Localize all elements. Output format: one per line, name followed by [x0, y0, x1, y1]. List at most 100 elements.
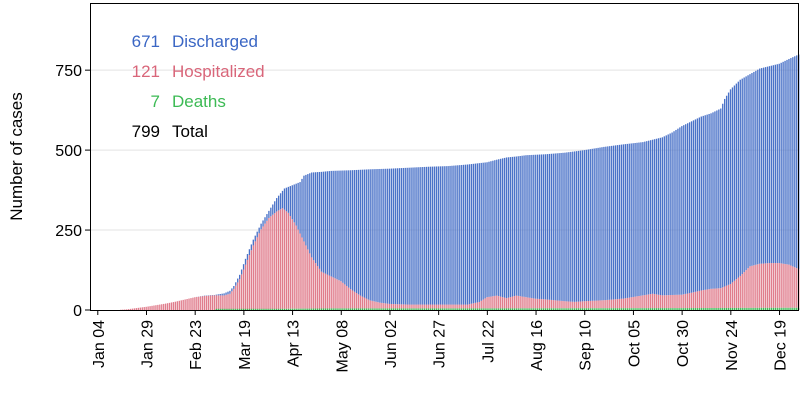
bar-hospitalized	[309, 253, 311, 309]
bar-hospitalized	[320, 271, 323, 309]
bar-hospitalized	[390, 303, 393, 309]
bar-discharged	[577, 150, 580, 302]
bar-deaths	[599, 308, 601, 310]
bar-discharged	[716, 110, 718, 289]
bar-hospitalized	[729, 283, 732, 308]
bar-discharged	[295, 183, 297, 226]
bar-hospitalized	[324, 273, 327, 309]
bar-deaths	[632, 308, 634, 310]
bar-deaths	[696, 308, 699, 310]
bar-hospitalized	[766, 263, 769, 308]
bar-deaths	[556, 308, 558, 310]
bar-hospitalized	[529, 297, 531, 309]
bar-hospitalized	[433, 304, 436, 309]
bars	[120, 54, 800, 310]
bar-deaths	[353, 308, 356, 310]
bar-discharged	[223, 293, 225, 296]
bar-discharged	[704, 115, 706, 290]
bar-hospitalized	[649, 294, 652, 309]
legend-label: Discharged	[172, 32, 258, 51]
bar-hospitalized	[659, 295, 662, 309]
bar-deaths	[363, 308, 366, 310]
bar-discharged	[583, 150, 586, 302]
bar-discharged	[239, 274, 241, 280]
bar-hospitalized	[538, 298, 541, 309]
bar-hospitalized	[704, 289, 706, 309]
bar-deaths	[492, 308, 494, 310]
bar-deaths	[786, 307, 788, 310]
bar-deaths	[313, 308, 315, 310]
bar-discharged	[770, 65, 773, 264]
bar-deaths	[585, 308, 588, 310]
bar-discharged	[215, 294, 217, 296]
bar-deaths	[449, 308, 451, 310]
bar-deaths	[774, 307, 777, 310]
bar-deaths	[295, 308, 297, 310]
bar-discharged	[351, 170, 354, 291]
y-tick-label: 750	[55, 63, 82, 80]
bar-discharged	[683, 125, 685, 295]
bar-hospitalized	[774, 263, 777, 308]
bar-discharged	[313, 172, 315, 261]
bar-deaths	[537, 308, 539, 310]
legend: 671 Discharged 121 Hospitalized 7 Deaths 799 To…	[132, 32, 265, 141]
x-tick-label: Oct 30	[675, 320, 692, 367]
bar-deaths	[538, 308, 541, 310]
bar-discharged	[538, 154, 541, 299]
bar-hospitalized	[535, 298, 537, 309]
bar-discharged	[309, 173, 311, 254]
bar-hospitalized	[459, 304, 461, 309]
bar-hospitalized	[673, 294, 675, 309]
bar-discharged	[404, 167, 406, 305]
bar-deaths	[250, 308, 253, 310]
bar-hospitalized	[437, 304, 440, 309]
bar-hospitalized	[155, 305, 157, 310]
bar-discharged	[494, 160, 496, 296]
bar-discharged	[655, 138, 658, 295]
bar-hospitalized	[593, 300, 595, 309]
bar-deaths	[507, 308, 510, 310]
bar-discharged	[540, 154, 543, 300]
bar-hospitalized	[351, 290, 354, 309]
bar-discharged	[328, 171, 330, 276]
bar-hospitalized	[725, 285, 728, 308]
bar-deaths	[350, 308, 352, 310]
bar-hospitalized	[492, 296, 494, 309]
bar-discharged	[293, 184, 295, 223]
bar-discharged	[764, 67, 767, 264]
bar-hospitalized	[782, 263, 784, 308]
bar-hospitalized	[135, 308, 138, 310]
bar-deaths	[289, 308, 291, 310]
bar-deaths	[724, 307, 726, 310]
bar-deaths	[501, 308, 504, 310]
bar-hospitalized	[591, 300, 593, 309]
bar-deaths	[692, 308, 695, 310]
bar-deaths	[704, 308, 706, 310]
bar-hospitalized	[583, 301, 586, 309]
bar-deaths	[262, 308, 264, 310]
bar-deaths	[574, 308, 576, 310]
bar-deaths	[743, 307, 745, 310]
bar-hospitalized	[264, 223, 266, 310]
bar-deaths	[274, 308, 276, 310]
bar-deaths	[336, 308, 338, 310]
bar-discharged	[712, 112, 714, 289]
x-tick-label: Apr 13	[286, 320, 303, 367]
bar-hospitalized	[679, 294, 681, 309]
bar-hospitalized	[651, 293, 654, 309]
bar-discharged	[515, 156, 517, 296]
bar-discharged	[470, 164, 473, 304]
bar-hospitalized	[607, 299, 609, 309]
bar-deaths	[505, 308, 508, 310]
bar-deaths	[451, 308, 453, 310]
bar-hospitalized	[712, 288, 714, 308]
bar-hospitalized	[589, 300, 591, 309]
bar-deaths	[716, 307, 718, 310]
bar-deaths	[311, 308, 313, 310]
bar-deaths	[240, 308, 243, 310]
bar-hospitalized	[548, 299, 551, 309]
bar-deaths	[488, 308, 490, 310]
bar-discharged	[554, 153, 556, 301]
bar-discharged	[301, 178, 303, 238]
bar-deaths	[646, 308, 648, 310]
